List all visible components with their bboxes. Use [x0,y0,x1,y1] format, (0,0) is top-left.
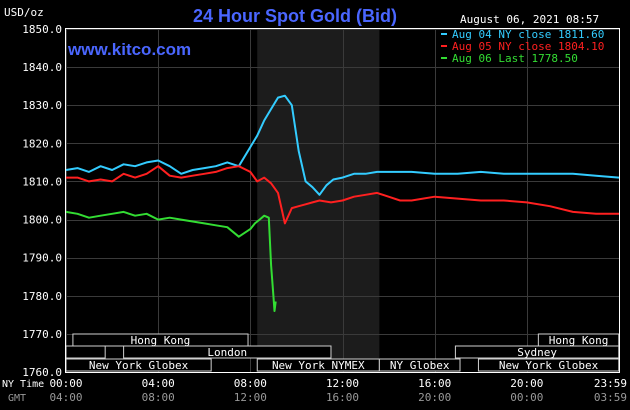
session-label: NY Globex [390,359,450,372]
session-label: New York Globex [499,359,599,372]
timestamp: August 06, 2021 08:57 [460,13,599,26]
unit-label: USD/oz [4,6,44,19]
chart-title: 24 Hour Spot Gold (Bid) [193,6,397,26]
y-tick-label: 1760.0 [22,366,62,379]
ny-tick-label: 20:00 [510,377,543,390]
ny-tick-label: 08:00 [234,377,267,390]
gmt-tick-label: 08:00 [142,391,175,404]
session-label: Hong Kong [549,334,609,347]
plot-frame [65,28,620,373]
gmt-tick-label: 04:00 [49,391,82,404]
session-box [378,358,461,372]
series-layer [65,94,620,312]
y-tick-label: 1820.0 [22,137,62,150]
y-tick-label: 1850.0 [22,23,62,36]
y-tick-label: 1790.0 [22,252,62,265]
ny-tick-label: 00:00 [49,377,82,390]
y-tick-label: 1800.0 [22,214,62,227]
ny-tick-label: 12:00 [326,377,359,390]
y-axis: 1850.0 1840.0 1830.0 1820.0 1810.0 1800.0 1790… [22,23,62,379]
y-tick-label: 1810.0 [22,175,62,188]
y-tick-label: 1780.0 [22,290,62,303]
gmt-tick-label: 03:59 [594,391,627,404]
session-label: Sydney [517,346,557,359]
website-label: www.kitco.com [67,40,191,59]
gmt-tick-label: 12:00 [234,391,267,404]
ny-tick-label: 04:00 [142,377,175,390]
ny-tick-label: 23:59 [594,377,627,390]
series-line-3 [65,210,277,312]
session-label: New York NYMEX [272,359,365,372]
ny-time-label: NY Time [2,379,44,390]
gmt-tick-label: 00:00 [510,391,543,404]
legend-item: Aug 05 NY close 1804.10 [452,40,604,53]
gmt-tick-label: 16:00 [326,391,359,404]
session-label: Hong Kong [131,334,191,347]
ny-tick-label: 16:00 [418,377,451,390]
y-tick-label: 1840.0 [22,61,62,74]
session-label: London [207,346,247,359]
session-box [454,345,620,359]
y-tick-label: 1830.0 [22,99,62,112]
session-label: New York Globex [89,359,189,372]
series-line-2 [66,165,619,225]
y-tick-label: 1770.0 [22,328,62,341]
session-box [65,345,106,359]
session-box [477,358,620,372]
series-line-1 [65,94,620,196]
session-box [123,345,332,359]
gmt-tick-label: 20:00 [418,391,451,404]
gmt-label: GMT [8,393,26,404]
legend-item: Aug 04 NY close 1811.60 [452,28,604,41]
legend-item: Aug 06 Last 1778.50 [452,52,578,65]
